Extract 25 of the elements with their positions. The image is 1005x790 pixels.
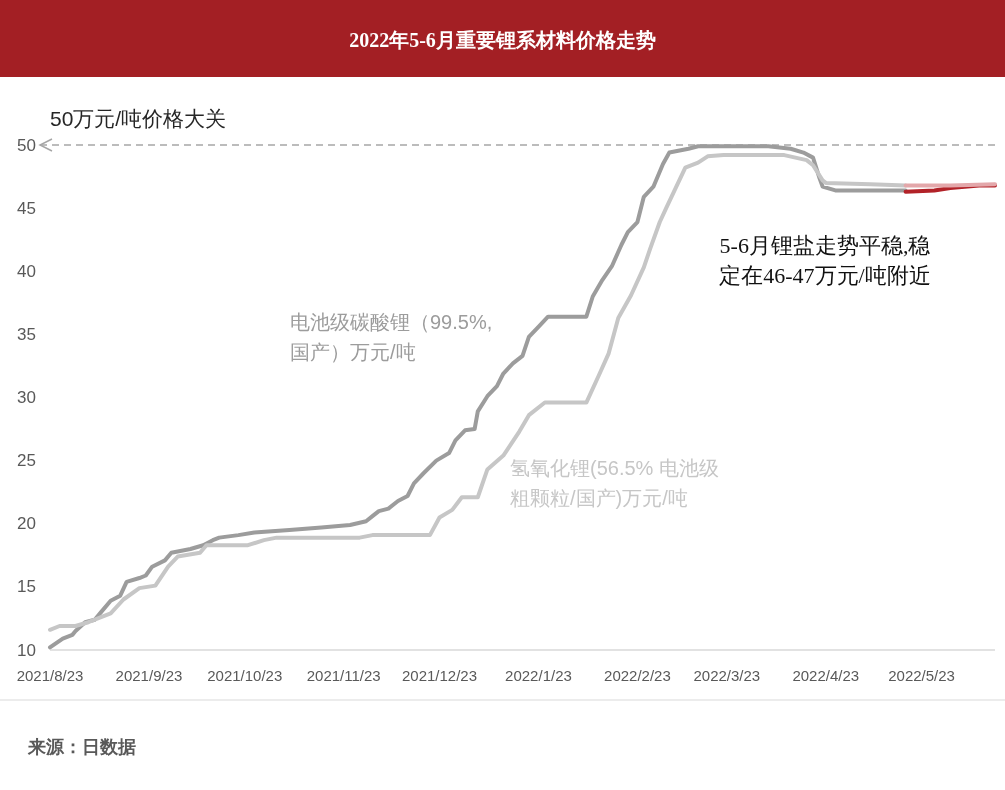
y-tick-label: 50 [17, 135, 36, 155]
ref-line-label: 50万元/吨价格大关 [50, 106, 227, 130]
series-label: 电池级碳酸锂（99.5%,国产）万元/吨 [290, 311, 493, 363]
x-tick-label: 2021/11/23 [306, 666, 381, 684]
chart-title: 2022年5-6月重要锂系材料价格走势 [349, 29, 656, 51]
x-tick-label: 2021/10/23 [207, 666, 283, 684]
y-tick-label: 10 [17, 640, 36, 660]
x-tick-label: 2022/5/23 [888, 666, 955, 684]
x-tick-label: 2022/1/23 [505, 666, 572, 684]
x-tick-label: 2021/8/23 [16, 666, 84, 684]
x-tick-label: 2021/9/23 [115, 666, 183, 684]
x-tick-label: 2022/3/23 [693, 666, 761, 684]
x-tick-label: 2022/4/23 [792, 666, 860, 684]
y-tick-label: 40 [17, 261, 36, 281]
x-tick-label: 2022/2/23 [604, 666, 671, 684]
annotation: 5-6月锂盐走势平稳,稳定在46-47万元/吨附近 [719, 232, 931, 288]
y-tick-label: 30 [17, 388, 36, 407]
y-tick-label: 25 [17, 451, 36, 471]
y-tick-label: 35 [17, 324, 36, 344]
x-tick-label: 2021/12/23 [401, 666, 478, 684]
y-tick-label: 20 [17, 514, 36, 534]
source-note: 来源：日数据 [27, 737, 136, 757]
series-label: 氢氧化锂(56.5% 电池级粗颗粒/国产)万元/吨 [510, 457, 719, 509]
y-tick-label: 45 [17, 198, 36, 218]
y-tick-label: 15 [17, 577, 36, 597]
